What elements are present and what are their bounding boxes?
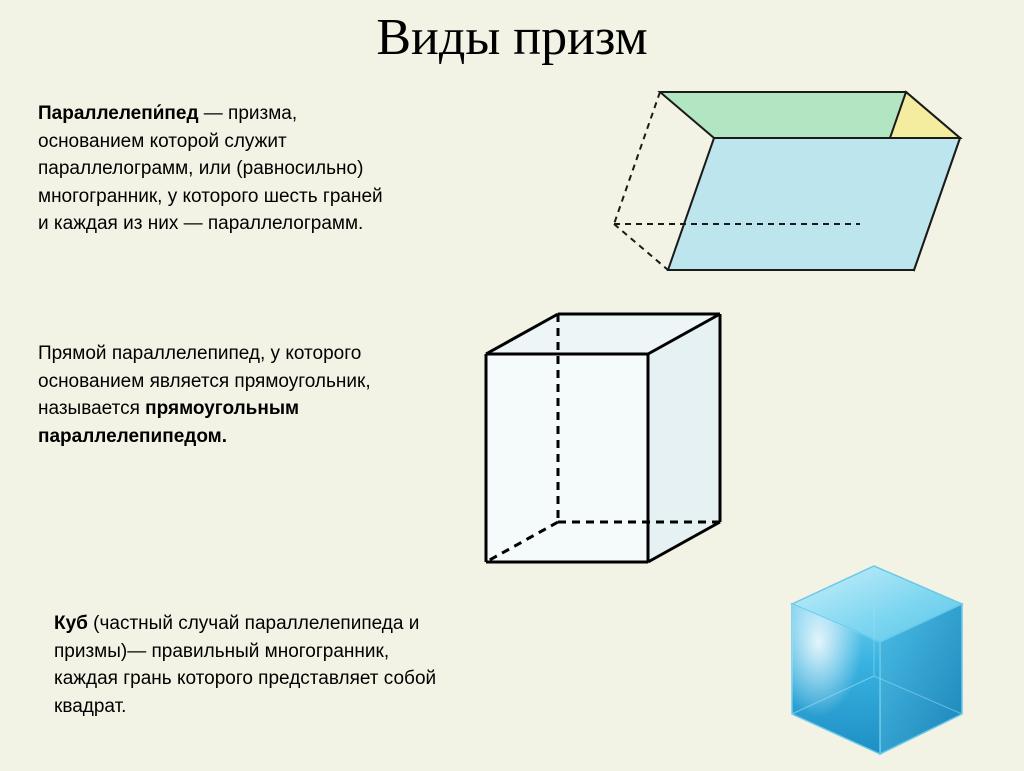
term-parallelepiped: Параллелепи́пед <box>38 103 199 124</box>
figure-parallelepiped <box>540 76 970 296</box>
definition-rect-parallelepiped: Прямой параллелепипед, у которого основа… <box>38 340 418 450</box>
page-title: Виды призм <box>0 8 1024 67</box>
definition-parallelepiped: Параллелепи́пед — призма, основанием кот… <box>38 100 388 238</box>
figure-cube <box>764 556 984 766</box>
term-cube: Куб <box>54 613 88 634</box>
figure-rect-parallelepiped <box>450 300 750 580</box>
definition-cube: Куб (частный случай параллелепипеда и пр… <box>54 610 454 720</box>
text-cube: (частный случай параллелепипеда и призмы… <box>54 613 436 717</box>
